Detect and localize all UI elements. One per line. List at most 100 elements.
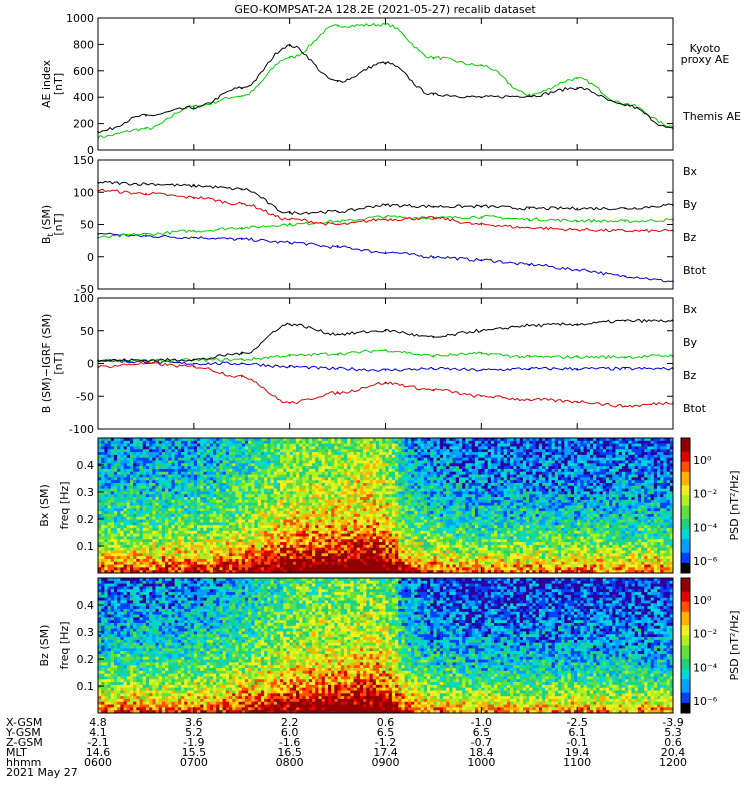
psd-cell xyxy=(143,477,147,480)
psd-cell xyxy=(360,567,364,570)
psd-cell xyxy=(299,483,303,486)
psd-cell xyxy=(293,528,297,531)
psd-cell xyxy=(376,444,380,447)
psd-cell xyxy=(341,489,345,492)
psd-cell xyxy=(354,469,358,472)
psd-cell xyxy=(264,444,268,447)
psd-cell xyxy=(175,567,179,570)
psd-cell xyxy=(379,520,383,523)
psd-cell xyxy=(191,508,195,511)
psd-cell xyxy=(411,536,415,539)
psd-cell xyxy=(405,483,409,486)
psd-cell xyxy=(216,463,220,466)
psd-cell xyxy=(401,472,405,475)
psd-cell xyxy=(293,452,297,455)
psd-cell xyxy=(162,517,166,520)
psd-cell xyxy=(124,483,128,486)
data-point xyxy=(145,233,147,235)
psd-cell xyxy=(178,534,182,537)
psd-cell xyxy=(395,472,399,475)
psd-cell xyxy=(341,525,345,528)
psd-cell xyxy=(325,463,329,466)
psd-cell xyxy=(366,542,370,545)
psd-cell xyxy=(322,562,326,565)
psd-cell xyxy=(140,489,144,492)
psd-cell xyxy=(127,461,131,464)
psd-cell xyxy=(178,553,182,556)
psd-cell xyxy=(325,446,329,449)
psd-cell xyxy=(293,455,297,458)
psd-cell xyxy=(401,534,405,537)
psd-cell xyxy=(379,500,383,503)
data-point xyxy=(528,356,530,358)
psd-cell xyxy=(392,497,396,500)
psd-cell xyxy=(187,466,191,469)
psd-cell xyxy=(382,461,386,464)
psd-cell xyxy=(398,444,402,447)
psd-cell xyxy=(117,469,121,472)
data-point xyxy=(576,269,578,271)
psd-cell xyxy=(277,503,281,506)
psd-cell xyxy=(108,441,112,444)
psd-cell xyxy=(117,553,121,556)
psd-cell xyxy=(302,559,306,562)
data-point xyxy=(624,320,626,322)
psd-cell xyxy=(111,536,115,539)
psd-cell xyxy=(175,486,179,489)
psd-cell xyxy=(146,483,150,486)
psd-cell xyxy=(370,531,374,534)
psd-cell xyxy=(223,551,227,554)
psd-cell xyxy=(267,466,271,469)
psd-cell xyxy=(331,551,335,554)
psd-cell xyxy=(156,469,160,472)
psd-cell xyxy=(127,472,131,475)
psd-cell xyxy=(108,503,112,506)
psd-cell xyxy=(219,455,223,458)
psd-cell xyxy=(165,452,169,455)
psd-cell xyxy=(130,494,134,497)
psd-cell xyxy=(226,525,230,528)
psd-cell xyxy=(242,483,246,486)
psd-cell xyxy=(405,565,409,568)
psd-cell xyxy=(124,536,128,539)
psd-cell xyxy=(411,514,415,517)
psd-cell xyxy=(344,511,348,514)
psd-cell xyxy=(251,517,255,520)
psd-cell xyxy=(277,489,281,492)
psd-cell xyxy=(318,567,322,570)
psd-cell xyxy=(379,455,383,458)
psd-cell xyxy=(264,489,268,492)
psd-cell xyxy=(184,542,188,545)
psd-cell xyxy=(354,525,358,528)
psd-cell xyxy=(226,446,230,449)
psd-cell xyxy=(251,506,255,509)
psd-cell xyxy=(328,455,332,458)
psd-cell xyxy=(136,455,140,458)
psd-cell xyxy=(338,556,342,559)
psd-cell xyxy=(127,463,131,466)
psd-cell xyxy=(296,559,300,562)
psd-cell xyxy=(187,446,191,449)
psd-cell xyxy=(370,508,374,511)
psd-cell xyxy=(344,486,348,489)
psd-cell xyxy=(286,559,290,562)
psd-cell xyxy=(334,497,338,500)
psd-cell xyxy=(344,534,348,537)
psd-cell xyxy=(235,500,239,503)
psd-cell xyxy=(200,472,204,475)
psd-cell xyxy=(171,475,175,478)
psd-cell xyxy=(136,483,140,486)
psd-cell xyxy=(347,534,351,537)
psd-cell xyxy=(312,539,316,542)
psd-cell xyxy=(411,497,415,500)
psd-cell xyxy=(108,491,112,494)
psd-cell xyxy=(120,514,124,517)
psd-cell xyxy=(299,441,303,444)
psd-cell xyxy=(255,536,259,539)
psd-cell xyxy=(101,525,105,528)
psd-cell xyxy=(111,455,115,458)
psd-cell xyxy=(175,455,179,458)
psd-cell xyxy=(239,461,243,464)
psd-cell xyxy=(299,534,303,537)
psd-cell xyxy=(373,528,377,531)
